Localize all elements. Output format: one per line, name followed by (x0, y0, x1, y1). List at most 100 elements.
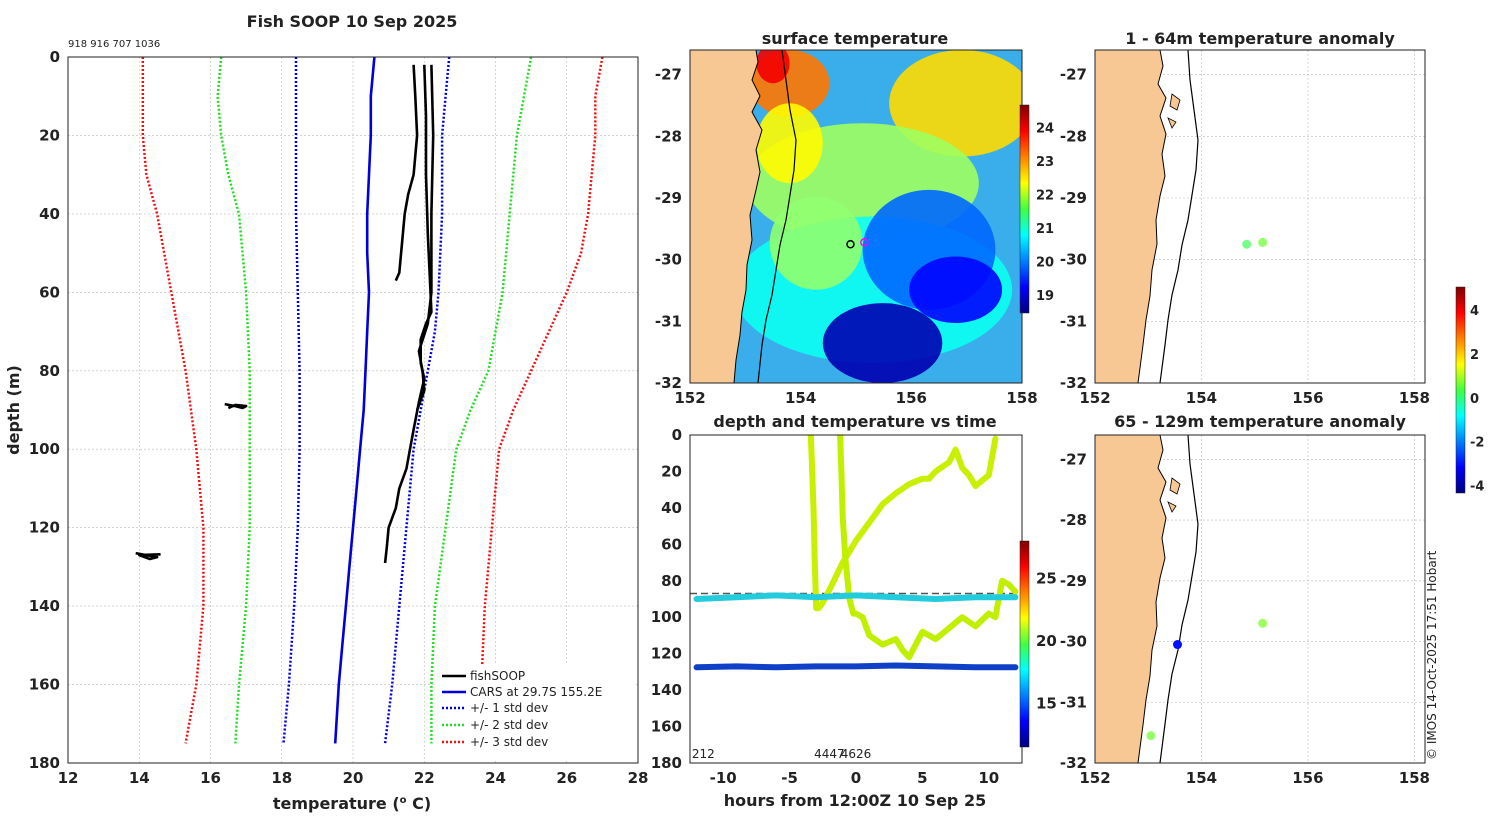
profile-ticks: 12 14 16 18 20 22 24 26 28 0 20 40 60 80 100 120 140 160 1… (29, 48, 649, 787)
profile-xtick-label: 22 (414, 769, 435, 787)
sst-field-patch (769, 196, 863, 290)
anom1-xtick-label: 154 (1186, 389, 1217, 407)
dtt-series-line (693, 592, 1019, 602)
sst-ytick-label: -32 (655, 374, 682, 392)
profile-xtick-label: 16 (200, 769, 221, 787)
sst-colorbar-ticks: 19 20 21 22 23 24 (1036, 121, 1054, 304)
anom1-ytick-label: -31 (1060, 312, 1087, 330)
anom2-islands (1167, 477, 1181, 513)
dtt-xtick-label: -5 (781, 769, 798, 787)
dtt-ytick-label: 140 (651, 681, 682, 699)
dtt-ytick-label: 20 (661, 462, 682, 480)
sst-ytick-label: -27 (655, 66, 682, 84)
profile-ytick-label: 120 (29, 519, 60, 537)
dtt-title: depth and temperature vs time (713, 412, 996, 431)
anomaly-colorbar (1455, 286, 1466, 494)
anom1-ytick-label: -27 (1060, 66, 1087, 84)
dtt-xtick-label: -10 (710, 769, 737, 787)
dtt-series-line (807, 435, 999, 612)
anom2-ytick-label: -28 (1060, 511, 1087, 529)
anom2-ticks: 152 154 156 158 -27 -28 -29 -30 -31 -32 (1060, 450, 1430, 787)
anom1-ticks: 152 154 156 158 -27 -28 -29 -30 -31 -32 (1060, 66, 1430, 407)
anom2-xtick-label: 158 (1399, 769, 1430, 787)
legend-label-3std: +/- 3 std dev (470, 735, 548, 749)
dtt-ytick-label: 80 (661, 572, 682, 590)
anom2-map-area (1095, 435, 1425, 763)
sst-colorbar-tick-label: 24 (1036, 121, 1054, 136)
profile-panel: Fish SOOP 10 Sep 2025 918 916 707 1036 1… (4, 12, 648, 813)
sst-xtick-label: 156 (896, 389, 927, 407)
sst-station-marker (860, 238, 869, 247)
sst-field-patch (756, 50, 790, 84)
anom2-isobath-line (1159, 435, 1199, 763)
profile-ytick-label: 140 (29, 597, 60, 615)
sst-colorbar-tick-label: 21 (1036, 222, 1054, 237)
anom2-xtick-label: 156 (1292, 769, 1323, 787)
profile-series-line (480, 57, 604, 744)
anom1-ytick-label: -29 (1060, 189, 1087, 207)
profile-legend: fishSOOP CARS at 29.7S 155.2E +/- 1 std … (436, 664, 634, 760)
dtt-xtick-label: 10 (978, 769, 999, 787)
sst-ytick-label: -31 (655, 312, 682, 330)
legend-label-fishsoop: fishSOOP (470, 669, 525, 683)
anom2-ytick-label: -27 (1060, 450, 1087, 468)
profile-ylabel: depth (m) (4, 365, 23, 455)
legend-label-1std: +/- 1 std dev (470, 701, 548, 715)
dtt-ytick-label: 180 (651, 754, 682, 772)
anom2-ytick-label: -29 (1060, 572, 1087, 590)
profile-series-group (135, 57, 604, 744)
dtt-xlabel: hours from 12:00Z 10 Sep 25 (724, 791, 986, 810)
anom2-gridlines (1095, 435, 1425, 763)
dtt-panel: depth and temperature vs time 212 4447462… (651, 412, 1057, 810)
profile-series-line (333, 57, 376, 744)
dtt-colorbar-tick-label: 20 (1036, 632, 1057, 650)
profile-xtick-label: 18 (271, 769, 292, 787)
profile-xtick-label: 28 (628, 769, 649, 787)
anom2-panel: 65 - 129m temperature anomaly 152 154 156 1… (1060, 412, 1430, 787)
dtt-ytick-label: 0 (672, 426, 682, 444)
sst-panel: surface temperature 152 154 156 158 -27 -28 -2… (655, 29, 1054, 407)
anom1-xtick-label: 158 (1399, 389, 1430, 407)
sst-ytick-label: -29 (655, 189, 682, 207)
sst-ytick-label: -30 (655, 251, 682, 269)
dtt-annotation-label: 4447 (814, 747, 845, 761)
sst-colorbar-tick-label: 20 (1036, 256, 1054, 271)
profile-ytick-label: 100 (29, 440, 60, 458)
dtt-colorbar-ticks: 15 20 25 (1036, 569, 1057, 712)
anom2-anomaly-point (1258, 618, 1268, 628)
sst-title: surface temperature (762, 29, 949, 48)
anom2-points (1146, 618, 1268, 741)
anom1-gridlines (1095, 50, 1425, 383)
dtt-series-line (837, 435, 1019, 661)
sst-xtick-label: 154 (785, 389, 816, 407)
profile-series-line (135, 551, 161, 561)
profile-series-line (216, 57, 251, 744)
copyright-note: © IMOS 14-Oct-2025 17:51 Hobart (1425, 550, 1439, 760)
anom1-anomaly-point (1258, 237, 1268, 247)
profile-ytick-label: 80 (39, 362, 60, 380)
profile-series-line (282, 57, 301, 744)
dtt-series-line (693, 662, 1019, 671)
sst-points (846, 238, 869, 249)
profile-xtick-label: 12 (58, 769, 79, 787)
legend-background (436, 664, 634, 760)
sst-xtick-label: 152 (674, 389, 705, 407)
anomaly-colorbar-tick-label: -2 (1470, 436, 1484, 451)
profile-series-line (141, 57, 205, 744)
sst-ytick-label: -28 (655, 127, 682, 145)
sst-colorbar-tick-label: 22 (1036, 189, 1054, 204)
profile-xtick-label: 14 (129, 769, 150, 787)
profile-xtick-label: 26 (556, 769, 577, 787)
profile-gridlines (67, 56, 639, 764)
legend-label-cars: CARS at 29.7S 155.2E (470, 685, 602, 699)
anomaly-colorbar-tick-label: -4 (1470, 479, 1484, 494)
anom2-anomaly-point (1146, 731, 1156, 741)
dtt-colorbar-tick-label: 15 (1036, 694, 1057, 712)
dtt-ytick-label: 40 (661, 499, 682, 517)
profile-series-line (383, 57, 451, 744)
sst-field (733, 50, 1022, 383)
sst-colorbar-tick-label: 23 (1036, 155, 1054, 170)
sst-field-patch (889, 50, 1022, 157)
profile-title: Fish SOOP 10 Sep 2025 (247, 12, 458, 31)
